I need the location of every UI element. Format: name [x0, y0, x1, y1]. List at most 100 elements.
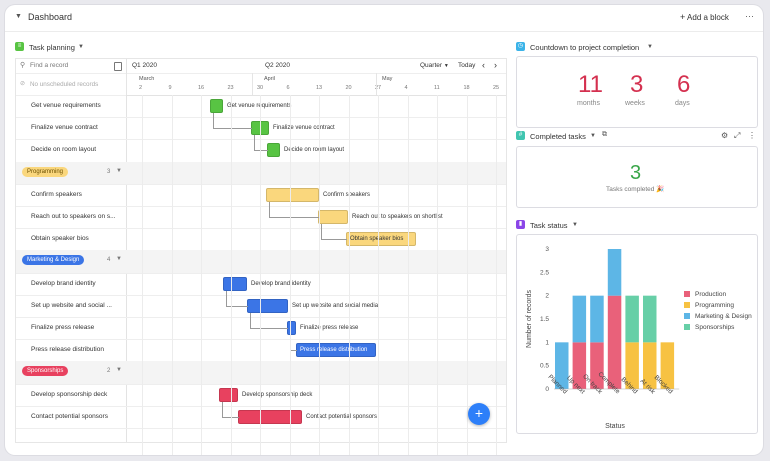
gantt-bar[interactable]: [287, 321, 296, 335]
record-row[interactable]: Reach out to speakers on s...: [16, 206, 126, 230]
record-name: Get venue requirements: [31, 102, 101, 109]
grid-line: [142, 95, 143, 455]
day-label: 11: [434, 85, 440, 91]
record-row[interactable]: Set up website and social ...: [16, 295, 126, 318]
legend-entry: Sponsorships: [695, 324, 735, 331]
record-name: Press release distribution: [31, 346, 104, 354]
record-name: Develop brand identity: [31, 279, 96, 287]
record-row[interactable]: Develop sponsorship deck: [16, 384, 126, 407]
task-status-caret-icon[interactable]: ▼: [572, 222, 578, 228]
record-row[interactable]: Finalize press release: [16, 317, 126, 341]
today-button[interactable]: Today: [458, 62, 476, 69]
timeline-row: [126, 250, 506, 274]
dependency-connector: [250, 312, 288, 329]
sidebar-toggle-icon[interactable]: [114, 62, 122, 71]
legend-entry: Production: [695, 291, 726, 298]
countdown-icon: ◷: [516, 42, 525, 51]
record-row[interactable]: Obtain speaker bios: [16, 228, 126, 252]
countdown-days-value: 6: [677, 71, 691, 98]
timeline-row: [126, 228, 506, 252]
gantt-bar[interactable]: [238, 409, 302, 424]
gantt-bar-label: Obtain speaker bios: [350, 236, 404, 243]
dependency-connector: [213, 113, 252, 130]
record-name: Decide on room layout: [31, 146, 97, 154]
group-pill: Sponsorships: [22, 366, 69, 377]
record-row[interactable]: Get venue requirements: [16, 95, 126, 119]
completed-tasks-label: Tasks completed 🎉: [606, 186, 665, 193]
countdown-title[interactable]: Countdown to project completion: [530, 43, 640, 52]
gantt-bar[interactable]: [318, 210, 348, 224]
completed-tasks-title[interactable]: Completed tasks: [530, 132, 586, 141]
gantt-bar-label: Decide on room layout: [284, 147, 345, 154]
countdown-months-label: months: [577, 100, 600, 107]
add-block-button[interactable]: + Add a block: [680, 12, 729, 22]
group-caret-icon[interactable]: ▼: [116, 367, 122, 374]
day-label: 13: [316, 85, 323, 91]
settings-gear-icon[interactable]: ⚙: [721, 131, 729, 140]
task-planning-title[interactable]: Task planning: [29, 43, 75, 52]
record-row[interactable]: Decide on room layout: [16, 139, 126, 163]
bar-segment: [625, 295, 639, 343]
task-status-panel: 0 0.5 1 1.5 2 2.5 3 Number of records Planned Up …: [516, 234, 758, 434]
gantt-bar[interactable]: [219, 387, 238, 402]
timeline-row: [126, 384, 506, 407]
task-planning-caret-icon[interactable]: ▼: [78, 44, 84, 50]
grid-line: [437, 95, 438, 455]
completed-caret-icon[interactable]: ▼: [590, 133, 596, 139]
month-label: April: [264, 76, 276, 82]
expand-icon[interactable]: ⤢: [734, 131, 741, 140]
prev-arrow-icon[interactable]: ‹: [482, 60, 485, 70]
task-status-title[interactable]: Task status: [530, 221, 568, 230]
more-options-icon[interactable]: ···: [745, 11, 754, 21]
timeline-row: [126, 206, 506, 230]
scale-select[interactable]: Quarter ▼: [420, 62, 449, 69]
group-pill: Marketing & Design: [22, 255, 85, 266]
open-external-icon[interactable]: ⧉: [602, 131, 607, 138]
group-caret-icon[interactable]: ▼: [116, 256, 122, 263]
next-arrow-icon[interactable]: ›: [494, 60, 497, 70]
collapse-caret-icon[interactable]: ▼: [15, 13, 22, 20]
record-name: Set up website and social ...: [31, 301, 112, 309]
bar-segment: [643, 295, 657, 343]
gantt-bar[interactable]: [247, 298, 288, 313]
more-vertical-icon[interactable]: ⋮: [748, 131, 756, 140]
record-row[interactable]: Develop brand identity: [16, 273, 126, 296]
gantt-bar[interactable]: [210, 99, 223, 113]
record-row[interactable]: Confirm speakers: [16, 184, 126, 207]
gantt-bar-label: Develop brand identity: [251, 280, 311, 287]
quarter-label-q2: Q2 2020: [265, 62, 290, 69]
countdown-months-value: 11: [578, 71, 603, 98]
y-tick-label: 2: [545, 293, 549, 300]
gantt-bar-label: Confirm speakers: [323, 191, 371, 198]
countdown-caret-icon[interactable]: ▼: [647, 44, 653, 50]
grid-line: [496, 95, 497, 455]
timeline-row: [126, 361, 506, 385]
dependency-connector: [269, 201, 319, 218]
bar-segment: [625, 342, 639, 389]
month-divider: [376, 73, 377, 95]
grid-line: [260, 95, 261, 455]
timeline-row: [126, 161, 506, 185]
group-header[interactable]: Sponsorships 2 ▼: [16, 361, 126, 385]
group-caret-icon[interactable]: ▼: [116, 167, 122, 174]
gantt-search[interactable]: ⚲ Find a record: [16, 59, 127, 74]
day-label: 27: [375, 85, 382, 91]
gantt-view: ⚲ Find a record ⊘ No unscheduled records…: [15, 58, 507, 455]
group-header[interactable]: Programming 3 ▼: [16, 161, 126, 185]
gantt-bar[interactable]: [267, 143, 280, 158]
gantt-bar[interactable]: [266, 187, 319, 202]
group-header[interactable]: Marketing & Design 4 ▼: [16, 250, 126, 274]
record-row[interactable]: Finalize venue contract: [16, 117, 126, 141]
search-input[interactable]: Find a record: [30, 62, 69, 69]
bar-segment: [607, 249, 622, 296]
record-name: Obtain speaker bios: [31, 235, 89, 243]
search-icon: ⚲: [20, 62, 26, 69]
gantt-bar[interactable]: [223, 276, 247, 291]
record-row[interactable]: Press release distribution: [16, 339, 126, 363]
record-row[interactable]: Contact potential sponsors: [16, 406, 126, 429]
dependency-connector: [290, 335, 297, 352]
add-record-button[interactable]: +: [468, 403, 490, 425]
grid-line: [230, 95, 232, 455]
number-icon: #: [516, 131, 525, 140]
